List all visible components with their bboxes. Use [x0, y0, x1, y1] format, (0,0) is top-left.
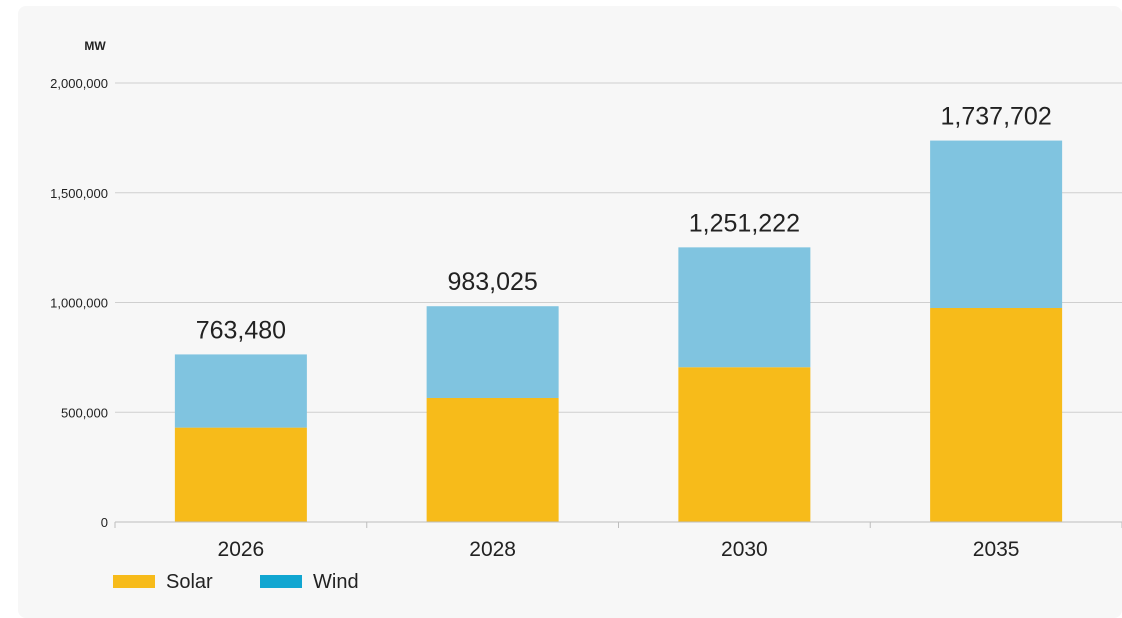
bar-solar-2035: [930, 307, 1063, 522]
y-tick-label: 2,000,000: [50, 76, 108, 91]
legend-label-solar: Solar: [166, 571, 213, 593]
legend-swatch-solar: [113, 575, 155, 588]
legend: Solar Wind: [113, 571, 359, 593]
x-tick-label: 2035: [973, 538, 1020, 561]
y-axis-unit-label: MW: [84, 39, 106, 53]
x-tick-label: 2030: [721, 538, 768, 561]
total-labels: 763,480 983,025 1,251,222 1,737,702: [196, 103, 1052, 345]
x-tick-label: 2026: [218, 538, 265, 561]
bar-wind-2035: [930, 140, 1063, 308]
y-tick-label: 500,000: [61, 405, 108, 420]
total-label: 1,737,702: [941, 103, 1052, 131]
y-tick-label: 1,000,000: [50, 296, 108, 311]
y-tick-label: 1,500,000: [50, 186, 108, 201]
bar-wind-2030: [678, 247, 811, 368]
x-axis: 2026 2028 2030 2035: [114, 521, 1122, 561]
total-label: 1,251,222: [689, 209, 800, 237]
bar-wind-2028: [426, 306, 559, 398]
y-axis: 0 500,000 1,000,000 1,500,000 2,000,000: [50, 76, 108, 530]
x-tick-label: 2028: [469, 538, 516, 561]
total-label: 983,025: [447, 268, 537, 296]
bar-solar-2026: [174, 427, 307, 522]
legend-swatch-wind: [260, 575, 302, 588]
bar-solar-2030: [678, 367, 811, 522]
bar-wind-2026: [174, 354, 307, 428]
total-label: 763,480: [196, 316, 286, 344]
bars: [174, 140, 1063, 522]
legend-label-wind: Wind: [313, 571, 359, 593]
bar-solar-2028: [426, 397, 559, 522]
y-tick-label: 0: [101, 515, 108, 530]
